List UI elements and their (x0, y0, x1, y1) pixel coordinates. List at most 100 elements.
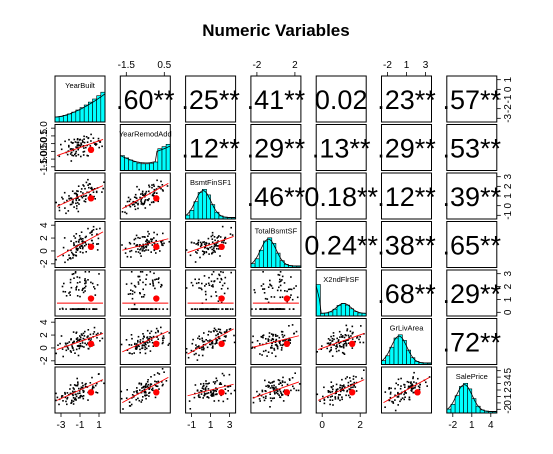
scatter-point (142, 396, 144, 398)
scatter-point (259, 400, 261, 402)
scatter-point (207, 247, 209, 250)
scatter-point (168, 342, 171, 345)
panel-frame (250, 75, 302, 123)
scatter-point (297, 389, 300, 392)
scatter-point (196, 308, 199, 310)
scatter-point (133, 203, 135, 205)
scatter-point (82, 291, 85, 294)
scatter-point (150, 201, 153, 204)
scatter-point (337, 397, 340, 400)
scatter-point (142, 386, 145, 389)
correlation-value: .65** (443, 231, 502, 261)
scatter-point (282, 381, 284, 383)
scatter-point (128, 200, 131, 203)
scatter-point (288, 378, 291, 380)
scatter-point (202, 344, 205, 346)
scatter-point (92, 137, 95, 139)
scatter-point (141, 192, 144, 195)
scatter-point (190, 308, 193, 310)
scatter-point (229, 385, 232, 387)
scatter-point (66, 346, 69, 349)
scatter-point (195, 352, 197, 355)
histogram-bar (202, 189, 207, 220)
scatter-point (156, 192, 158, 194)
scatter-point (90, 281, 92, 284)
scatter-point (99, 340, 101, 342)
panel-frame (381, 172, 432, 220)
scatter-point (75, 288, 77, 291)
scatter-point (69, 384, 72, 386)
scatter-point (131, 290, 134, 292)
tick-label: 0 (503, 86, 514, 92)
scatter-point (223, 239, 225, 242)
scatter-point (255, 308, 257, 310)
scatter-point (354, 340, 356, 343)
scatter-point (226, 329, 228, 331)
panel-frame (119, 172, 171, 220)
scatter-point (401, 397, 404, 399)
scatter-point (99, 227, 101, 230)
scatter-point (321, 345, 323, 347)
scatter-point (198, 394, 200, 396)
scatter-point (400, 377, 402, 380)
scatter-point (85, 251, 87, 253)
scatter-point (344, 377, 347, 380)
histogram-bar (263, 240, 268, 268)
scatter-point (79, 396, 81, 399)
scatter-point (146, 329, 149, 332)
scatter-point (76, 345, 79, 347)
scatter-point (133, 238, 136, 241)
scatter-point (125, 339, 128, 341)
scatter-point (82, 192, 84, 194)
scatter-point (83, 287, 86, 289)
fit-line (318, 379, 365, 401)
scatter-point (230, 226, 232, 229)
fit-line (56, 185, 104, 207)
scatter-point (267, 301, 270, 304)
scatter-point (70, 401, 73, 404)
scatter-point (264, 397, 267, 399)
scatter-point (146, 241, 149, 244)
tick-label: -3 (57, 420, 66, 431)
scatter-point (278, 286, 280, 289)
scatter-point (89, 145, 92, 147)
scatter-point (224, 331, 226, 334)
scatter-point (73, 138, 76, 141)
scatter-point (158, 308, 161, 310)
centroid-point (218, 243, 225, 250)
scatter-point (94, 188, 96, 190)
scatter-point (92, 333, 95, 335)
scatter-point (133, 284, 136, 287)
scatter-point (151, 244, 154, 246)
correlation-value: .57** (443, 85, 502, 115)
scatter-point (64, 207, 66, 209)
scatter-point (261, 389, 264, 392)
scatter-point (220, 332, 223, 335)
scatter-point (260, 336, 263, 338)
scatter-point (410, 381, 412, 383)
scatter-point (205, 298, 207, 301)
tick-label: -0.5 (39, 142, 50, 160)
scatter-point (128, 344, 131, 346)
scatter-point (212, 284, 214, 286)
scatter-point (278, 341, 280, 343)
scatter-point (228, 373, 231, 376)
scatter-point (224, 388, 227, 390)
scatter-point (388, 387, 391, 389)
scatter-point (194, 278, 196, 281)
scatter-point (162, 341, 164, 344)
scatter-point (166, 308, 169, 310)
panel-frame (185, 124, 237, 171)
scatter-point (329, 396, 332, 398)
scatter-point (72, 349, 75, 351)
tick-label: 5 (503, 367, 514, 373)
scatter-point (193, 242, 195, 244)
scatter-point (347, 394, 350, 397)
scatter-point (349, 396, 351, 399)
scatter-point (258, 398, 261, 400)
scatter-point (142, 248, 144, 250)
scatter-point (88, 308, 90, 310)
scatter-point (152, 345, 155, 347)
scatter-point (79, 251, 82, 253)
scatter-point (58, 204, 60, 206)
